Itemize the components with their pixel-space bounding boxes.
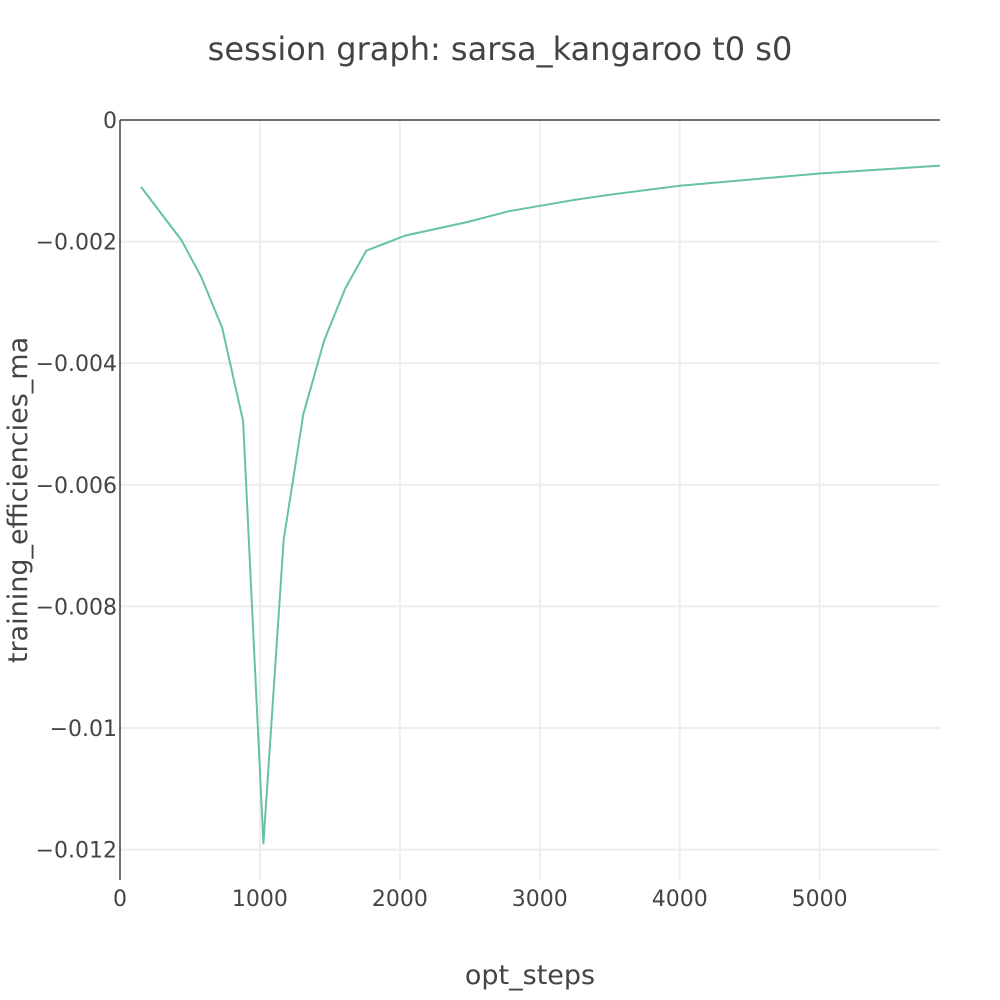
y-tick-label: −0.006 bbox=[36, 474, 117, 499]
x-tick-label: 1000 bbox=[232, 887, 288, 912]
y-tick-label: −0.01 bbox=[50, 717, 117, 742]
x-tick-label: 3000 bbox=[512, 887, 568, 912]
axes bbox=[119, 119, 940, 880]
series bbox=[140, 164, 941, 845]
x-tick-label: 4000 bbox=[652, 887, 708, 912]
y-axis-title: training_efficiencies_ma bbox=[3, 337, 34, 663]
tick-labels: 0 1000 2000 3000 4000 5000 0 −0.002 −0.004 −0.006… bbox=[36, 109, 848, 912]
x-tick-label: 5000 bbox=[792, 887, 848, 912]
y-tick-label: 0 bbox=[103, 109, 117, 134]
y-tick-label: −0.004 bbox=[36, 352, 117, 377]
x-tick-label: 2000 bbox=[372, 887, 428, 912]
y-tick-label: −0.008 bbox=[36, 595, 117, 620]
y-tick-label: −0.012 bbox=[36, 839, 117, 864]
x-tick-label: 0 bbox=[113, 887, 127, 912]
y-tick-label: −0.002 bbox=[36, 231, 117, 256]
grid bbox=[120, 120, 940, 880]
series-line bbox=[140, 164, 941, 845]
chart-title: session graph: sarsa_kangaroo t0 s0 bbox=[208, 30, 793, 68]
x-axis-title: opt_steps bbox=[465, 960, 595, 991]
